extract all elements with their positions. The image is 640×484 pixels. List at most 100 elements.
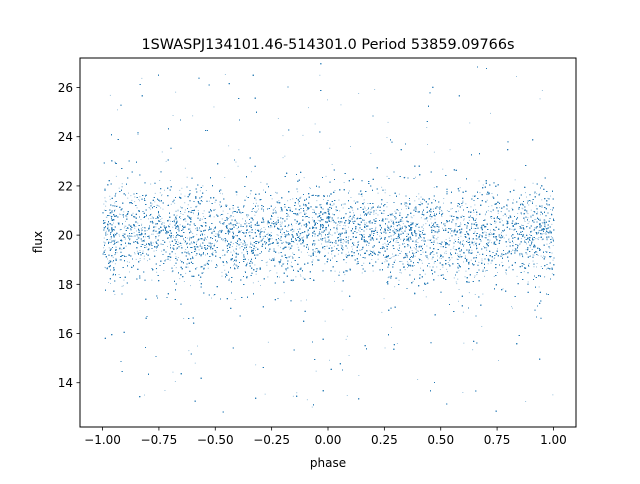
- data-point: [313, 232, 315, 234]
- data-point: [277, 245, 279, 247]
- data-point: [458, 300, 459, 302]
- data-point: [106, 239, 108, 241]
- data-point: [235, 255, 237, 257]
- data-point: [353, 200, 355, 202]
- data-point: [358, 240, 360, 242]
- data-point: [526, 226, 527, 228]
- data-point: [541, 90, 543, 91]
- data-point: [227, 213, 229, 214]
- data-point: [475, 224, 477, 226]
- data-point: [146, 230, 148, 231]
- data-point: [247, 214, 249, 216]
- data-point: [222, 193, 223, 195]
- data-point: [530, 245, 532, 246]
- data-point: [497, 212, 499, 214]
- data-point: [524, 237, 526, 239]
- data-point: [458, 289, 460, 290]
- data-point: [241, 252, 243, 254]
- data-point: [233, 264, 234, 266]
- data-point: [409, 238, 411, 240]
- data-point: [176, 214, 178, 216]
- data-point: [271, 226, 273, 228]
- data-point: [220, 214, 221, 216]
- data-point: [517, 213, 519, 214]
- data-point: [201, 246, 203, 247]
- data-point: [342, 309, 344, 311]
- data-point: [393, 226, 394, 228]
- data-point: [110, 215, 112, 217]
- data-point: [137, 222, 139, 224]
- data-point: [440, 258, 442, 259]
- data-point: [262, 238, 264, 240]
- data-point: [106, 268, 108, 270]
- data-point: [134, 253, 136, 255]
- data-point: [441, 215, 443, 217]
- data-point: [400, 238, 402, 240]
- data-point: [239, 247, 241, 249]
- data-point: [280, 210, 282, 212]
- data-point: [433, 240, 435, 242]
- data-point: [444, 252, 446, 254]
- data-point: [512, 242, 514, 244]
- data-point: [264, 235, 265, 237]
- data-point: [152, 242, 154, 244]
- data-point: [317, 219, 319, 221]
- data-point: [103, 250, 105, 251]
- data-point: [333, 245, 335, 247]
- data-point: [412, 280, 414, 282]
- data-point: [491, 259, 493, 261]
- data-point: [290, 265, 292, 267]
- data-point: [458, 270, 460, 272]
- data-point: [168, 219, 170, 221]
- data-point: [130, 195, 132, 197]
- data-point: [552, 259, 554, 261]
- data-point: [219, 192, 221, 194]
- data-point: [330, 205, 332, 206]
- data-point: [410, 222, 412, 223]
- data-point: [452, 247, 454, 249]
- data-point: [406, 203, 408, 205]
- data-point: [490, 112, 491, 114]
- data-point: [305, 225, 307, 227]
- data-point: [444, 241, 445, 243]
- data-point: [285, 234, 286, 235]
- data-point: [475, 235, 477, 237]
- data-point: [381, 311, 383, 313]
- data-point: [348, 217, 350, 219]
- data-point: [458, 254, 460, 256]
- data-point: [299, 274, 301, 276]
- data-point: [314, 123, 316, 125]
- chart-title: 1SWASPJ134101.46-514301.0 Period 53859.0…: [142, 37, 515, 53]
- data-point: [328, 219, 330, 221]
- data-point: [155, 250, 157, 251]
- data-point: [180, 212, 182, 214]
- data-point: [235, 161, 237, 163]
- data-point: [386, 202, 388, 203]
- data-point: [375, 228, 377, 229]
- data-point: [267, 232, 269, 234]
- data-point: [543, 233, 545, 235]
- data-point: [395, 241, 397, 243]
- data-point: [168, 237, 170, 238]
- data-point: [216, 265, 218, 267]
- data-point: [281, 223, 283, 225]
- data-point: [342, 203, 344, 205]
- data-point: [521, 203, 523, 205]
- data-point: [336, 209, 338, 211]
- data-point: [136, 230, 137, 232]
- data-point: [491, 232, 493, 234]
- data-point: [396, 239, 398, 241]
- data-point: [298, 201, 299, 203]
- data-point: [475, 219, 477, 220]
- data-point: [396, 277, 398, 279]
- data-point: [392, 215, 394, 216]
- data-point: [379, 232, 381, 233]
- data-point: [185, 249, 187, 250]
- data-point: [149, 259, 151, 260]
- data-point: [390, 219, 392, 221]
- data-point: [250, 225, 252, 227]
- data-point: [475, 209, 477, 210]
- data-point: [104, 197, 106, 199]
- data-point: [407, 262, 409, 264]
- data-point: [418, 193, 420, 195]
